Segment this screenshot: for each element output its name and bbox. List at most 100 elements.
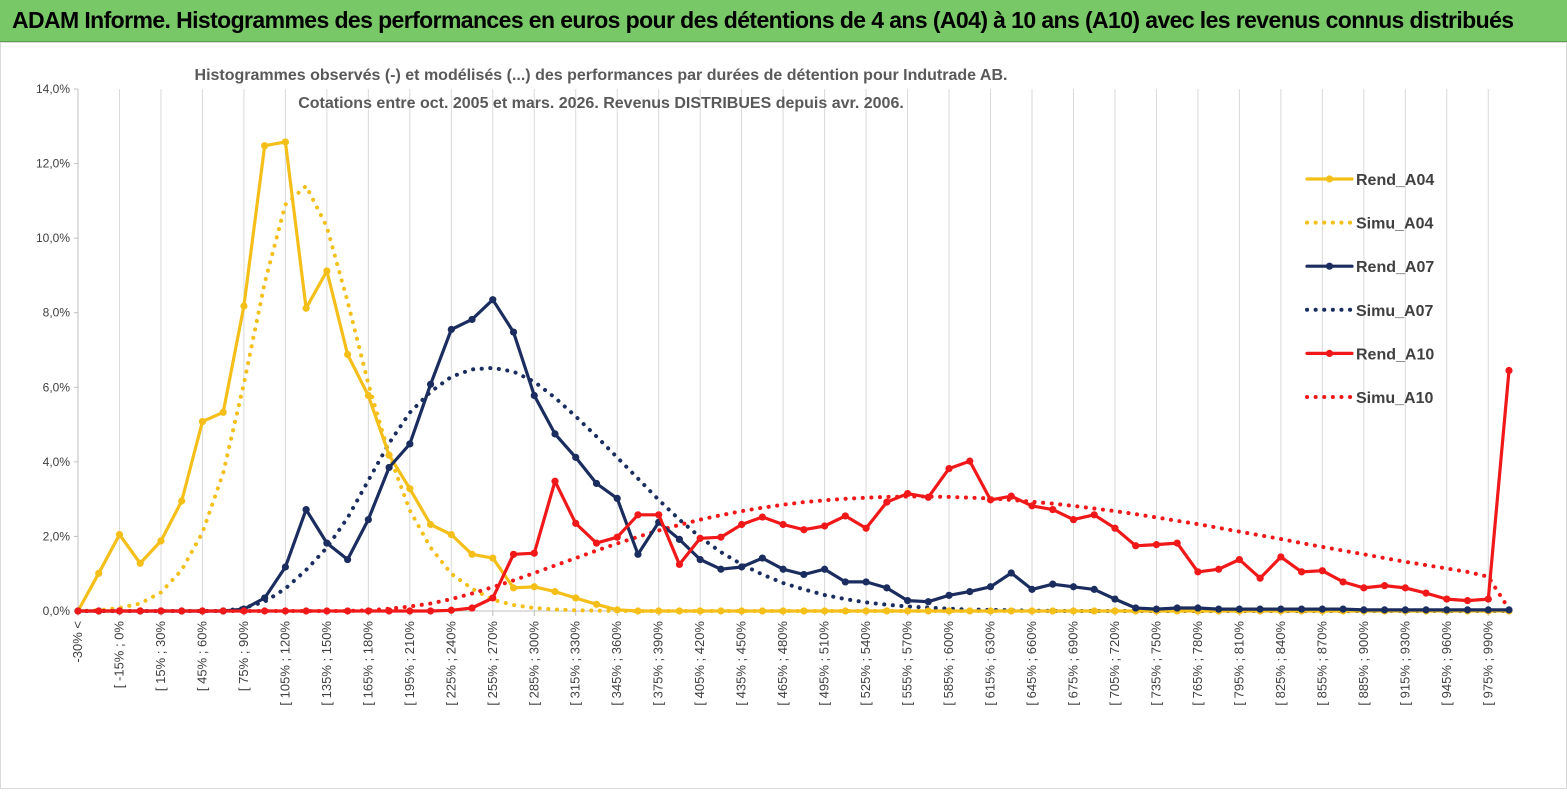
- point-rend-a10: [136, 607, 144, 615]
- point-rend-a07: [1194, 604, 1202, 612]
- point-rend-a04: [344, 350, 352, 359]
- y-tick-label: 2,0%: [43, 529, 71, 543]
- point-rend-a07: [841, 578, 849, 586]
- point-rend-a07: [489, 296, 497, 304]
- point-rend-a10: [903, 489, 912, 498]
- point-rend-a10: [945, 464, 953, 473]
- point-rend-a04: [530, 583, 538, 591]
- point-rend-a04: [655, 607, 663, 615]
- point-rend-a10: [426, 607, 435, 615]
- point-rend-a04: [758, 607, 766, 615]
- x-tick-label: [ 765% ; 780%: [1190, 621, 1205, 706]
- point-rend-a04: [1049, 607, 1057, 615]
- point-rend-a04: [1028, 607, 1036, 615]
- x-tick-label: [ 315% ; 330%: [568, 621, 583, 706]
- legend-label-simu-a10: Simu_A10: [1356, 390, 1433, 407]
- point-rend-a10: [883, 498, 891, 506]
- point-rend-a10: [551, 477, 559, 485]
- point-rend-a07: [344, 555, 352, 564]
- point-rend-a04: [1069, 607, 1078, 615]
- point-rend-a04: [551, 588, 559, 596]
- point-rend-a07: [1298, 605, 1306, 613]
- point-rend-a07: [1401, 606, 1409, 614]
- point-rend-a07: [675, 535, 684, 544]
- point-rend-a07: [613, 494, 621, 502]
- performance-histogram-chart: 0,0% 2,0% 4,0% 6,0% 8,0% 10,0% 12,0% 14,0% -30%…: [0, 42, 1567, 789]
- point-rend-a10: [302, 607, 310, 615]
- x-tick-label: [ 225% ; 240%: [443, 621, 458, 706]
- x-tick-label: [ 435% ; 450%: [734, 621, 749, 706]
- x-tick-label: [ 105% ; 120%: [277, 621, 292, 706]
- point-rend-a04: [489, 554, 497, 562]
- point-rend-a10: [1194, 568, 1202, 576]
- point-rend-a10: [1484, 595, 1492, 603]
- point-rend-a10: [385, 607, 393, 615]
- point-rend-a04: [240, 302, 248, 310]
- point-rend-a10: [447, 606, 455, 614]
- legend-marker-rend-a10: [1325, 349, 1334, 357]
- point-rend-a07: [717, 565, 725, 573]
- point-rend-a04: [613, 606, 621, 614]
- point-rend-a07: [800, 570, 808, 579]
- point-rend-a04: [738, 607, 746, 615]
- point-rend-a04: [385, 451, 393, 459]
- point-rend-a10: [1360, 584, 1368, 592]
- point-rend-a07: [406, 440, 414, 448]
- series-line-rend-a10: [76, 368, 1511, 613]
- point-rend-a10: [1028, 502, 1036, 510]
- x-tick-label: [ 135% ; 150%: [319, 621, 334, 706]
- point-rend-a10: [240, 607, 248, 615]
- point-rend-a04: [509, 584, 518, 592]
- x-tick-label: [ 75% ; 90%: [236, 621, 251, 692]
- point-rend-a07: [1463, 606, 1472, 614]
- point-rend-a07: [1505, 606, 1513, 614]
- point-rend-a10: [779, 520, 787, 529]
- point-rend-a07: [1443, 606, 1451, 614]
- point-rend-a07: [945, 591, 953, 599]
- point-rend-a07: [1277, 605, 1285, 613]
- point-rend-a07: [1069, 583, 1078, 591]
- y-tick-label: 12,0%: [36, 157, 70, 171]
- point-rend-a04: [800, 607, 808, 615]
- point-rend-a10: [1132, 542, 1140, 550]
- point-rend-a10: [1318, 567, 1326, 575]
- point-rend-a04: [821, 607, 829, 615]
- point-rend-a07: [738, 563, 746, 571]
- point-rend-a07: [1360, 606, 1368, 614]
- y-tick-label: 8,0%: [43, 306, 71, 320]
- point-rend-a04: [675, 607, 684, 615]
- point-rend-a07: [1132, 604, 1140, 612]
- point-rend-a07: [1339, 605, 1347, 613]
- point-rend-a10: [157, 607, 165, 615]
- point-rend-a04: [1111, 607, 1119, 615]
- point-rend-a07: [1235, 605, 1243, 613]
- point-rend-a07: [1173, 604, 1181, 612]
- point-rend-a10: [696, 534, 704, 542]
- point-rend-a04: [696, 607, 704, 615]
- point-rend-a10: [986, 496, 995, 504]
- point-rend-a10: [1422, 589, 1430, 597]
- point-rend-a07: [1028, 585, 1036, 593]
- x-tick-label: [ 255% ; 270%: [485, 621, 500, 706]
- x-tick-label: [ 675% ; 690%: [1065, 621, 1080, 706]
- point-rend-a10: [1215, 565, 1223, 573]
- x-tick-label: [ 975% ; 990%: [1480, 621, 1495, 706]
- data-series: [74, 138, 1513, 615]
- point-rend-a10: [1443, 595, 1451, 603]
- x-tick-label: [ 195% ; 210%: [402, 621, 417, 706]
- point-rend-a10: [1380, 582, 1389, 590]
- point-rend-a10: [344, 607, 352, 615]
- legend-label-rend-a04: Rend_A04: [1356, 172, 1434, 189]
- point-rend-a04: [115, 530, 124, 539]
- point-rend-a10: [95, 607, 103, 615]
- point-rend-a10: [1173, 539, 1181, 547]
- point-rend-a10: [1049, 505, 1057, 514]
- point-rend-a04: [883, 607, 891, 615]
- point-rend-a10: [800, 526, 808, 534]
- point-rend-a07: [323, 539, 331, 547]
- point-rend-a10: [592, 539, 601, 547]
- legend: Rend_A04 Simu_A04 Rend_A07 Simu_A07 Rend_A10…: [1305, 172, 1434, 407]
- point-rend-a07: [426, 380, 435, 388]
- series-line-simu-a10: [76, 494, 1511, 613]
- point-rend-a07: [530, 391, 538, 400]
